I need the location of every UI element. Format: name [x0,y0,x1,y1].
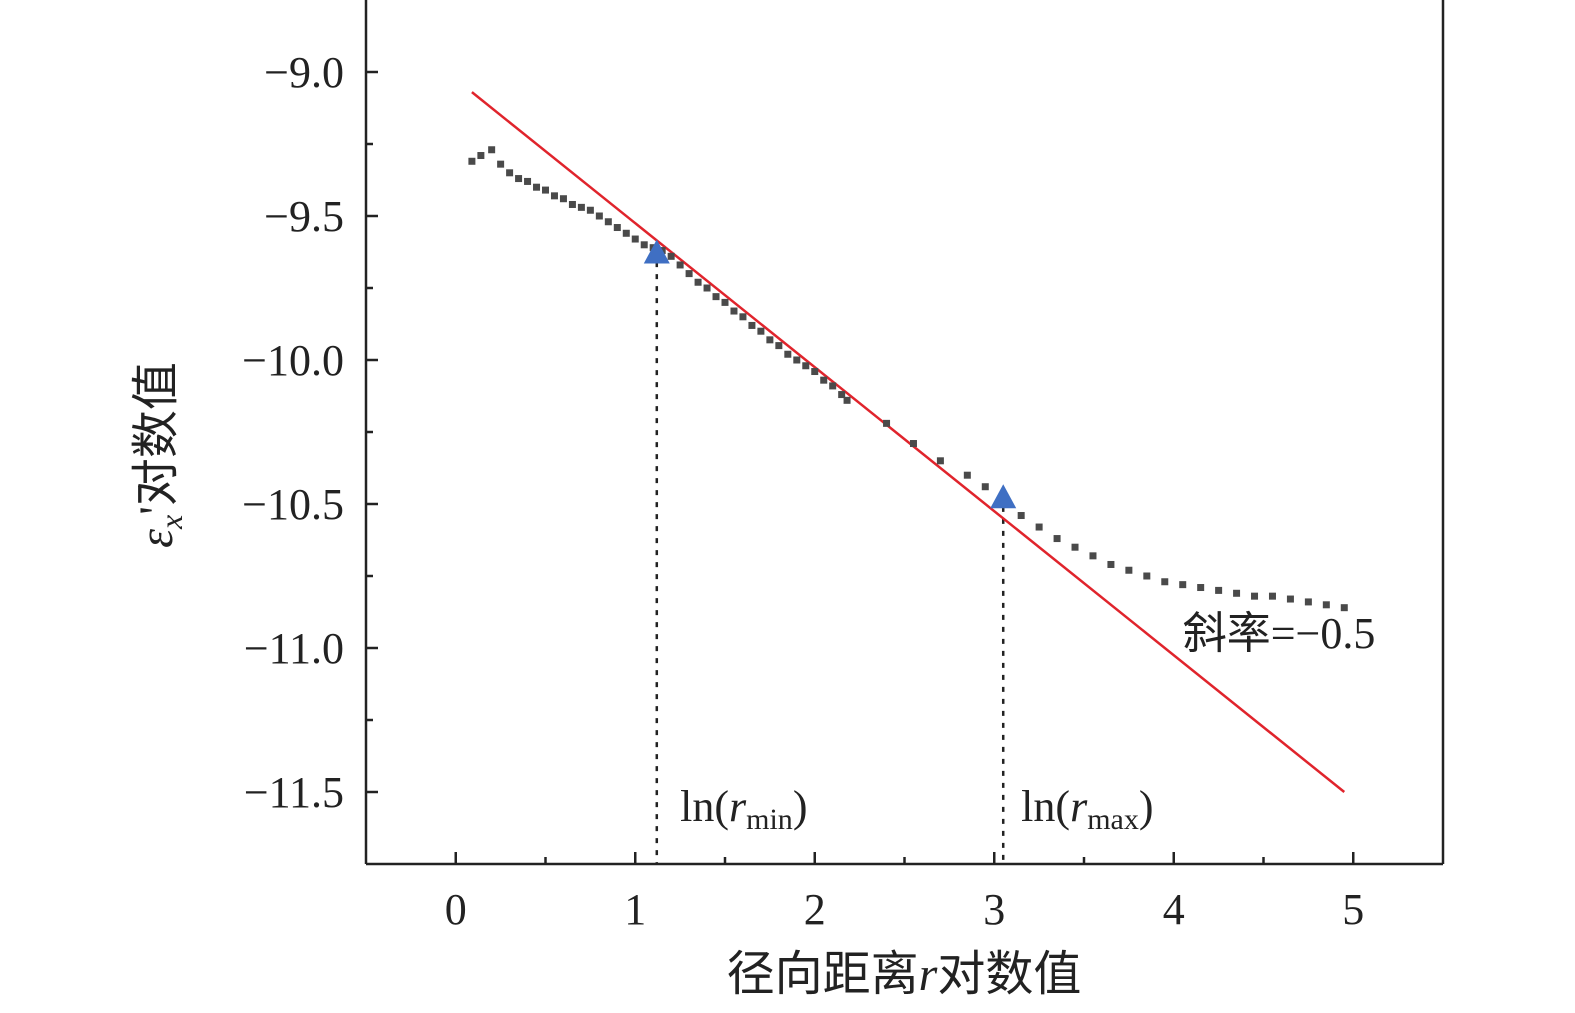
x-tick-label: 5 [1342,885,1364,934]
y-tick-label: −10.0 [242,336,344,385]
data-point [802,362,810,370]
data-point [694,278,702,286]
data-point [622,229,630,237]
data-point [1143,572,1151,580]
data-point [506,169,514,177]
data-point [488,146,496,154]
data-point [559,195,567,203]
data-point [640,241,648,249]
data-point [468,157,476,165]
x-tick-label: 3 [983,885,1005,934]
slope-annotation: 斜率=−0.5 [1183,609,1376,658]
data-point [550,192,558,200]
data-point [1340,604,1348,612]
data-point [1179,581,1187,589]
axis-ticks [366,70,1355,864]
x-tick-label: 4 [1163,885,1185,934]
y-tick-label: −9.0 [264,48,344,97]
triangle-marker [643,239,670,264]
data-point [533,183,541,191]
rmax-annotation: ln(rmax) [1021,782,1153,836]
data-point [811,368,819,376]
axis-labels: 0 1 2 3 4 5 −9.0 −9.5 −10.0 −10.5 −11.0 −11.5 [242,48,1364,934]
data-point [712,293,720,301]
y-tick-label: −9.5 [264,192,344,241]
y-tick-label: −10.5 [242,480,344,529]
data-point [721,298,729,306]
data-point [739,313,747,321]
data-point [820,376,828,384]
data-point [1035,523,1043,531]
data-point [703,284,711,292]
x-tick-label: 2 [804,885,826,934]
x-tick-label: 0 [445,885,467,934]
data-point [604,218,612,226]
data-point [784,350,792,358]
rmin-annotation: ln(rmin) [680,782,807,836]
data-point [667,252,675,260]
data-point [1107,560,1115,568]
data-point [1071,543,1079,551]
data-point [685,270,693,278]
data-point [524,177,532,185]
data-point [1268,592,1276,600]
x-tick-label: 1 [624,885,646,934]
data-point [542,186,549,194]
data-points [468,146,1348,612]
data-point [843,396,851,404]
data-point [838,391,846,399]
data-point [909,440,917,448]
data-point [1251,592,1259,600]
x-axis-title: 径向距离r对数值 [727,948,1082,1001]
data-point [1233,589,1241,597]
fit-line [471,91,1346,793]
triangle-marker [990,484,1017,509]
data-point [676,261,684,269]
fit-line-segment [471,91,1346,793]
data-point [1322,601,1330,609]
data-point [936,457,944,465]
data-point [613,224,621,232]
data-point [477,152,485,160]
data-point [1304,598,1312,606]
data-point [1017,512,1025,520]
data-point [730,307,738,315]
data-point [793,356,801,364]
range-markers [643,239,1017,509]
y-tick-label: −11.5 [244,768,344,817]
data-point [883,419,891,427]
data-point [586,206,594,214]
data-point [1286,595,1294,603]
y-tick-label: −11.0 [244,624,344,673]
data-point [766,336,774,344]
data-point [829,382,837,390]
data-point [631,235,639,243]
y-axis-title: εx'对数值 [130,362,189,548]
data-point [595,212,603,220]
data-point [775,342,783,350]
data-point [568,200,576,208]
data-point [1053,535,1061,543]
data-point [963,471,971,479]
guide-lines [655,262,1005,864]
data-point [1215,586,1223,594]
data-point [757,327,765,335]
data-point [981,483,989,491]
data-point [515,175,523,183]
data-point [577,203,585,211]
data-point [1125,566,1133,574]
data-point [748,321,756,329]
data-point [497,160,505,168]
data-point [1197,584,1205,592]
plot-frame [364,0,1445,866]
data-point [1089,552,1097,560]
data-point [1161,578,1169,586]
